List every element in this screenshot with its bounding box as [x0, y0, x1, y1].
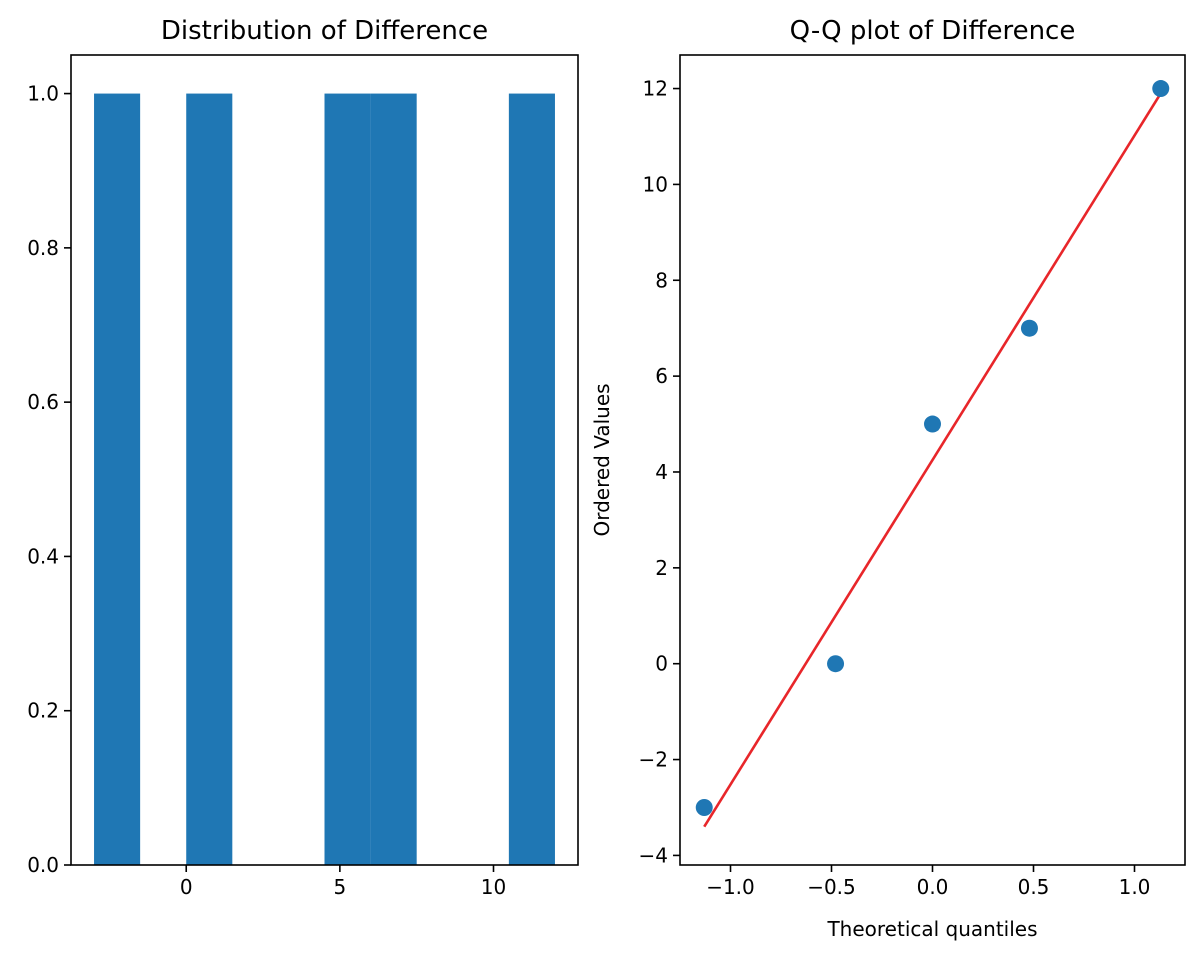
histogram-frame	[70, 54, 579, 866]
qq-x-tick-label: 0.5	[1018, 875, 1050, 899]
histogram-x-ticks: 0 5 10	[180, 865, 506, 899]
histogram-bar	[186, 93, 233, 866]
qq-point	[1152, 80, 1170, 98]
qq-y-ticks: −4 −2 0 2 4 6 8 10 12	[639, 77, 680, 867]
histogram-bar	[94, 93, 141, 866]
histogram-title: Distribution of Difference	[161, 16, 488, 46]
qq-y-tick-label: −2	[639, 748, 668, 772]
qq-point	[695, 798, 713, 816]
qq-y-tick-label: 6	[655, 364, 668, 388]
qq-panel: −1.0 −0.5 0.0 0.5 1.0 −4 −2 0 2 4 6 8 10 12 Q-Q plot…	[590, 16, 1186, 941]
histogram-y-tick-label: 0.8	[27, 236, 59, 260]
qq-y-axis-label: Ordered Values	[590, 383, 614, 536]
qq-points	[695, 80, 1170, 816]
histogram-x-tick-label: 0	[180, 875, 193, 899]
qq-x-tick-label: 1.0	[1119, 875, 1151, 899]
histogram-panel: 0 5 10 0.0 0.2 0.4 0.6 0.8 1.0 Distribution of …	[27, 16, 579, 899]
qq-x-tick-label: −0.5	[807, 875, 856, 899]
qq-x-tick-label: −1.0	[706, 875, 755, 899]
histogram-bar	[508, 93, 555, 866]
qq-fit-line	[703, 92, 1162, 828]
qq-y-tick-label: 4	[655, 460, 668, 484]
histogram-y-ticks: 0.0 0.2 0.4 0.6 0.8 1.0	[27, 82, 71, 877]
qq-x-ticks: −1.0 −0.5 0.0 0.5 1.0	[706, 865, 1150, 899]
qq-y-tick-label: 10	[643, 172, 668, 196]
qq-y-tick-label: 0	[655, 652, 668, 676]
qq-y-tick-label: −4	[639, 843, 668, 867]
qq-y-tick-label: 8	[655, 268, 668, 292]
histogram-y-tick-label: 0.6	[27, 390, 59, 414]
qq-x-tick-label: 0.0	[917, 875, 949, 899]
qq-x-axis-label: Theoretical quantiles	[826, 917, 1037, 941]
qq-y-tick-label: 12	[643, 77, 668, 101]
qq-fit-line-group	[703, 92, 1162, 828]
histogram-x-tick-label: 5	[333, 875, 346, 899]
qq-point	[1020, 319, 1038, 337]
histogram-bars	[94, 93, 555, 866]
histogram-y-tick-label: 0.4	[27, 544, 59, 568]
histogram-y-tick-label: 1.0	[27, 82, 59, 106]
histogram-x-tick-label: 10	[481, 875, 506, 899]
qq-title: Q-Q plot of Difference	[790, 16, 1076, 46]
qq-point	[827, 655, 845, 673]
qq-point	[924, 415, 941, 433]
histogram-y-tick-label: 0.0	[27, 853, 59, 877]
histogram-bar	[370, 93, 417, 866]
qq-y-tick-label: 2	[655, 556, 668, 580]
histogram-bar	[324, 93, 371, 866]
histogram-y-tick-label: 0.2	[27, 699, 59, 723]
